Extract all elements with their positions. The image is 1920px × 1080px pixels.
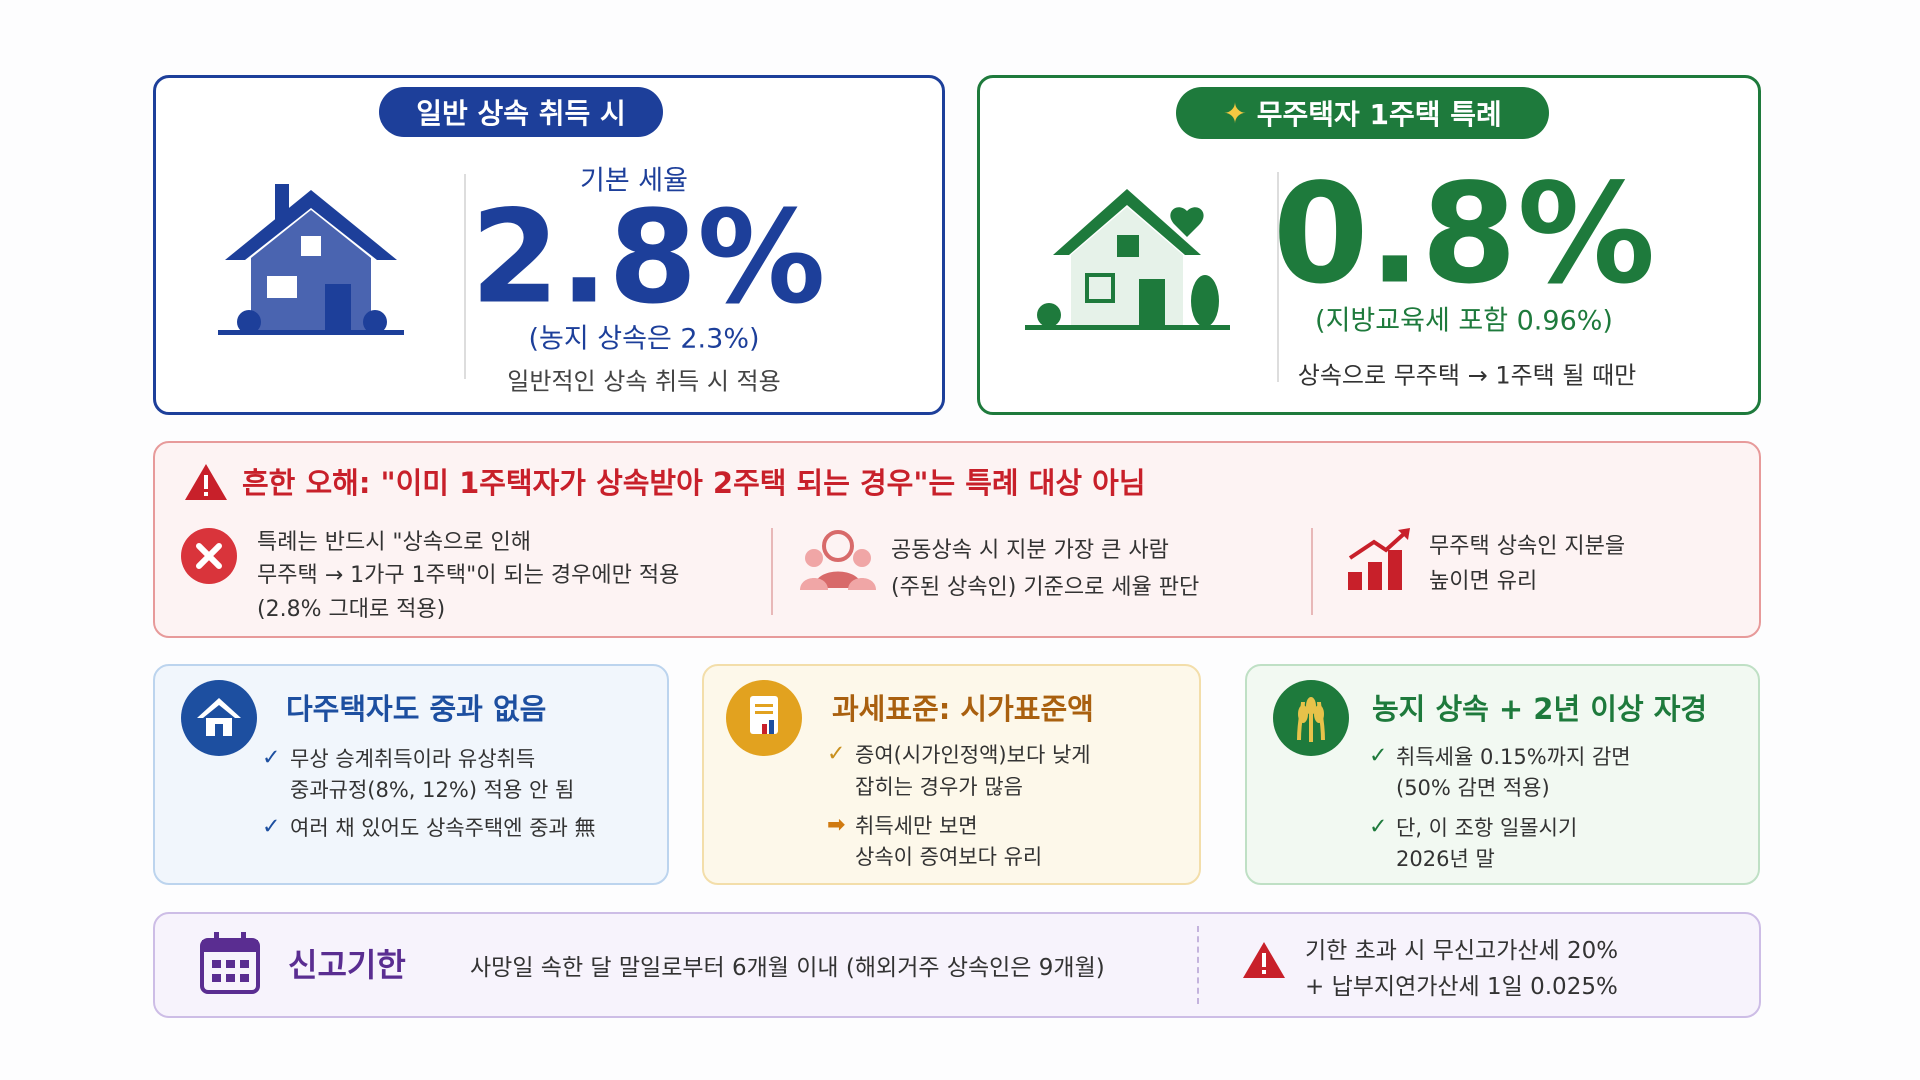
warning-item-line: 무주택 상속인 지분을 bbox=[1429, 534, 1626, 559]
warning-title: 흔한 오해: "이미 1주택자가 상속받아 2주택 되는 경우"는 특례 대상 … bbox=[242, 466, 1146, 500]
warning-item-line: (2.8% 그대로 적용) bbox=[257, 597, 446, 622]
divider bbox=[1197, 926, 1199, 1004]
tip-icon bbox=[1273, 680, 1349, 756]
tip-line: 취득세만 보면 bbox=[855, 814, 978, 838]
tip-line: 무상 승계취득이라 유상취득 bbox=[290, 747, 536, 771]
bullet-icon: ✓ bbox=[262, 814, 281, 840]
people-icon bbox=[800, 530, 876, 590]
bullet-icon: ✓ bbox=[1369, 814, 1388, 840]
bullet-icon: ✓ bbox=[1369, 743, 1388, 769]
rate-note: 상속으로 무주택 → 1주택 될 때만 bbox=[1297, 361, 1637, 390]
tip-line: 중과규정(8%, 12%) 적용 안 됨 bbox=[290, 778, 575, 802]
bullet-icon: ➡ bbox=[827, 812, 846, 838]
warning-icon bbox=[1243, 942, 1285, 978]
bullet-icon: ✓ bbox=[827, 741, 846, 767]
warning-item-line: 높이면 유리 bbox=[1429, 569, 1538, 594]
house-icon bbox=[1025, 189, 1230, 330]
divider bbox=[1277, 172, 1279, 382]
chart-icon bbox=[1348, 528, 1410, 590]
tip-line: 2026년 말 bbox=[1396, 847, 1495, 871]
warning-item-line: (주된 상속인) 기준으로 세율 판단 bbox=[891, 575, 1200, 600]
badge-text: 무주택자 1주택 특례 bbox=[1256, 98, 1502, 131]
general-badge: 일반 상속 취득 시 bbox=[379, 87, 663, 137]
special-badge: ✦ 무주택자 1주택 특례 bbox=[1176, 87, 1549, 139]
divider bbox=[771, 528, 773, 615]
rate-sub: (지방교육세 포함 0.96%) bbox=[1315, 305, 1613, 337]
tip-line: 잡히는 경우가 많음 bbox=[855, 775, 1023, 799]
rate-sub: (농지 상속은 2.3%) bbox=[528, 323, 760, 355]
house-icon bbox=[218, 184, 404, 335]
warning-item-line: 무주택 → 1가구 1주택"이 되는 경우에만 적용 bbox=[257, 563, 680, 588]
rate-note: 일반적인 상속 취득 시 적용 bbox=[507, 367, 781, 396]
tip-line: 여러 채 있어도 상속주택엔 중과 無 bbox=[290, 816, 596, 840]
rate: 0.8% bbox=[1272, 153, 1656, 315]
sparkle-icon: ✦ bbox=[1223, 96, 1247, 130]
tip-line: (50% 감면 적용) bbox=[1396, 776, 1550, 800]
tip-title: 농지 상속 + 2년 이상 자경 bbox=[1372, 692, 1708, 726]
deadline-box bbox=[153, 912, 1761, 1018]
tip-icon bbox=[726, 680, 802, 756]
tip-title: 다주택자도 중과 없음 bbox=[286, 692, 547, 726]
divider bbox=[464, 174, 466, 379]
bullet-icon: ✓ bbox=[262, 745, 281, 771]
badge-text: 일반 상속 취득 시 bbox=[416, 97, 626, 130]
deadline-title: 신고기한 bbox=[288, 946, 406, 984]
tip-line: 상속이 증여보다 유리 bbox=[855, 845, 1043, 869]
warning-item-line: 공동상속 시 지분 가장 큰 사람 bbox=[891, 538, 1169, 563]
warning-item-line: 특례는 반드시 "상속으로 인해 bbox=[257, 530, 531, 555]
penalty-line: 기한 초과 시 무신고가산세 20% bbox=[1305, 938, 1619, 964]
calendar-icon bbox=[200, 932, 260, 994]
penalty-line: + 납부지연가산세 1일 0.025% bbox=[1305, 974, 1618, 1000]
warning-icon bbox=[185, 464, 227, 500]
rate-label: 기본 세율 bbox=[580, 165, 688, 197]
tip-title: 과세표준: 시가표준액 bbox=[832, 692, 1094, 726]
tip-line: 증여(시가인정액)보다 낮게 bbox=[855, 743, 1091, 767]
x-icon bbox=[181, 528, 237, 584]
tip-line: 취득세율 0.15%까지 감면 bbox=[1396, 745, 1631, 769]
tip-line: 단, 이 조항 일몰시기 bbox=[1396, 816, 1578, 840]
divider bbox=[1311, 528, 1313, 615]
deadline-text: 사망일 속한 달 말일로부터 6개월 이내 (해외거주 상속인은 9개월) bbox=[470, 955, 1105, 981]
warning-box bbox=[153, 441, 1761, 638]
rate: 2.8% bbox=[470, 183, 826, 333]
tip-icon bbox=[181, 680, 257, 756]
